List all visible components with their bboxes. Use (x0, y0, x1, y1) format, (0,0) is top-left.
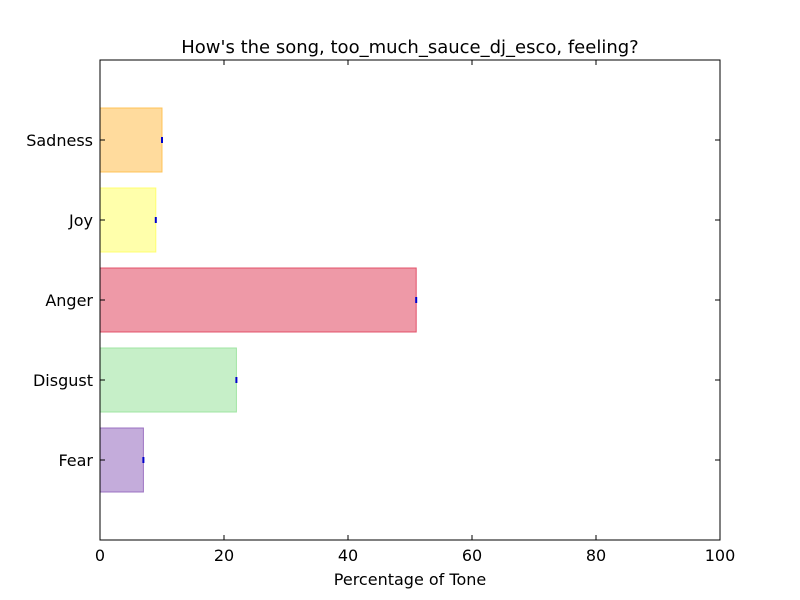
chart-title: How's the song, too_much_sauce_dj_esco, … (181, 37, 638, 58)
y-tick-label-anger: Anger (45, 291, 93, 310)
x-tick-label-60: 60 (462, 546, 482, 565)
x-tick-label-100: 100 (705, 546, 736, 565)
bar-anger (99, 267, 417, 333)
bar-fear (99, 427, 144, 493)
y-tick-label-disgust: Disgust (33, 371, 93, 390)
x-tick-label-20: 20 (214, 546, 234, 565)
x-tick-label-80: 80 (586, 546, 606, 565)
x-tick-label-40: 40 (338, 546, 358, 565)
y-axis-ticks: Fear Disgust Anger Joy Sadness (26, 131, 720, 470)
bar-joy (99, 187, 157, 253)
y-tick-label-joy: Joy (68, 211, 93, 230)
x-axis-label: Percentage of Tone (334, 570, 486, 589)
bars-group (99, 107, 417, 493)
value-markers-group (142, 137, 418, 463)
plot-frame (99, 59, 721, 541)
y-tick-label-fear: Fear (58, 451, 93, 470)
x-tick-label-0: 0 (95, 546, 105, 565)
bar-disgust (99, 347, 237, 413)
bar-sadness (99, 107, 163, 173)
y-tick-label-sadness: Sadness (26, 131, 93, 150)
